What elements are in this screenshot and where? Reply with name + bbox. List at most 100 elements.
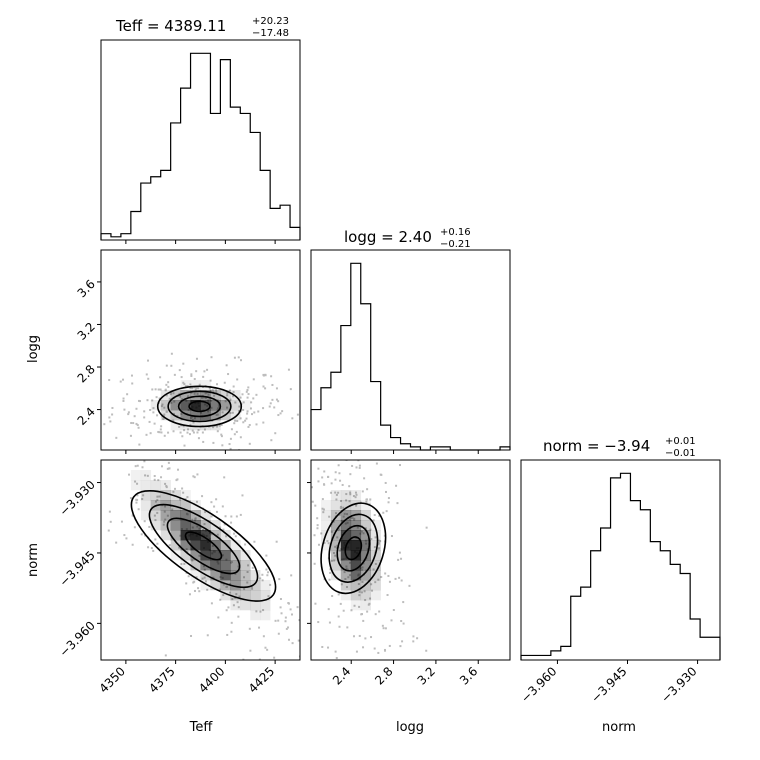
density-bin xyxy=(170,490,181,501)
sample-point xyxy=(340,499,343,502)
sample-point xyxy=(212,390,215,393)
sample-point xyxy=(165,486,168,489)
sample-point xyxy=(334,471,337,474)
sample-point xyxy=(306,647,308,649)
sample-point xyxy=(186,496,189,499)
sample-point xyxy=(152,549,155,552)
sample-point xyxy=(228,582,231,585)
sample-point xyxy=(255,423,258,426)
y-tick-label-logg: 2.8 xyxy=(75,362,98,385)
sample-point xyxy=(242,401,245,404)
density-bin xyxy=(170,500,181,511)
sample-point xyxy=(237,410,240,413)
sample-point xyxy=(372,519,375,522)
sample-point xyxy=(264,646,267,649)
sample-point xyxy=(239,396,242,399)
sample-point xyxy=(274,432,277,435)
sample-point xyxy=(99,417,101,419)
sample-point xyxy=(223,523,226,526)
sample-point xyxy=(228,443,231,446)
title-norm: norm = −3.94 +0.01 −0.01 xyxy=(543,436,696,459)
sample-point xyxy=(240,359,243,362)
sample-point xyxy=(317,480,320,483)
sample-point xyxy=(164,654,167,657)
sample-point xyxy=(377,578,380,581)
contour-level-4 xyxy=(130,489,277,602)
sample-point xyxy=(181,398,184,401)
sample-point xyxy=(348,574,351,577)
density-bin xyxy=(160,410,171,421)
sample-point xyxy=(345,460,348,462)
sample-point xyxy=(322,511,325,514)
sample-point xyxy=(412,640,415,643)
sample-point xyxy=(223,381,226,384)
density-bin xyxy=(370,580,381,591)
sample-point xyxy=(280,612,283,615)
density-bin xyxy=(210,560,221,571)
sample-point xyxy=(46,381,48,383)
sample-point xyxy=(136,494,139,497)
sample-point xyxy=(172,450,174,452)
sample-point xyxy=(330,482,333,485)
sample-point xyxy=(357,460,360,462)
density-bin xyxy=(360,540,371,551)
sample-point xyxy=(246,389,249,392)
sample-point xyxy=(230,428,233,431)
panel-frame xyxy=(310,249,511,451)
sample-point xyxy=(290,579,292,581)
contour-level-3 xyxy=(148,503,259,589)
sample-point xyxy=(291,417,294,420)
sample-point xyxy=(192,581,195,584)
sample-point xyxy=(357,583,360,586)
sample-point xyxy=(335,512,338,515)
sample-point xyxy=(379,540,382,543)
sample-point xyxy=(370,538,373,541)
sample-point xyxy=(277,619,280,622)
density-bin xyxy=(180,510,191,521)
sample-point xyxy=(269,583,272,586)
sample-point xyxy=(298,655,300,658)
sample-point xyxy=(374,581,377,584)
density-bin xyxy=(160,400,171,411)
sample-point xyxy=(188,593,191,596)
sample-point xyxy=(265,568,268,571)
x-tick-label-Teff: 4400 xyxy=(196,664,227,695)
sample-point xyxy=(287,638,290,641)
sample-point xyxy=(170,352,173,355)
sample-point xyxy=(154,500,157,503)
sample-point xyxy=(221,444,224,447)
density-bin xyxy=(220,580,231,591)
density-bin xyxy=(180,410,191,421)
sample-point xyxy=(178,369,181,372)
sample-point xyxy=(148,525,151,528)
density-bin xyxy=(220,390,231,401)
sample-point xyxy=(163,406,166,409)
sample-point xyxy=(384,627,387,630)
sample-point xyxy=(334,491,337,494)
sample-point xyxy=(273,406,276,409)
density-bin xyxy=(140,470,152,481)
sample-point xyxy=(198,590,201,593)
sample-point xyxy=(163,510,166,513)
sample-point xyxy=(204,511,207,514)
sample-point xyxy=(11,370,13,372)
sample-point xyxy=(153,477,155,479)
sample-point xyxy=(345,499,348,502)
sample-point xyxy=(147,359,150,362)
density-bin xyxy=(210,580,221,591)
sample-point xyxy=(211,388,214,391)
sample-point xyxy=(328,515,331,518)
contour-level-1 xyxy=(188,400,211,413)
sample-point xyxy=(208,387,211,390)
sample-point xyxy=(259,577,262,580)
sample-point xyxy=(387,501,390,504)
sample-point xyxy=(179,431,182,434)
sample-point xyxy=(192,431,195,434)
density-bin xyxy=(180,540,191,551)
sample-point xyxy=(385,510,388,513)
sample-point xyxy=(271,398,274,401)
sample-point xyxy=(231,598,234,601)
sample-point xyxy=(156,495,159,498)
sample-point xyxy=(387,574,390,577)
sample-point xyxy=(115,541,118,544)
